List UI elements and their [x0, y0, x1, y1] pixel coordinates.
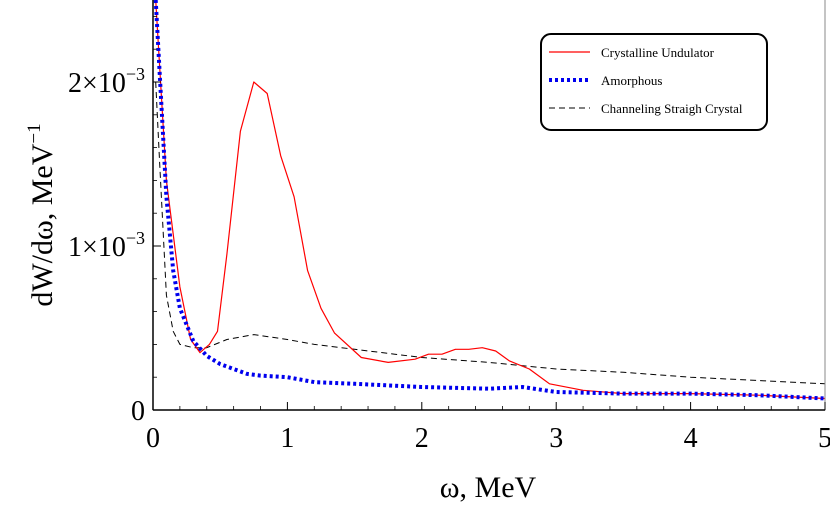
series-line-channeling-straigh-crystal	[155, 81, 825, 385]
legend-box	[540, 33, 768, 131]
y-tick-label: 1×10−3	[68, 228, 145, 263]
x-tick-label: 4	[684, 423, 698, 454]
x-axis-title: ω, MeV	[440, 471, 537, 504]
x-tick-label: 2	[415, 423, 429, 454]
legend-label: Crystalline Undulator	[601, 45, 715, 60]
axes-layer	[152, 0, 826, 411]
x-tick-label: 3	[549, 423, 563, 454]
legend: Crystalline Undulator Amorphous Channeling…	[540, 33, 768, 131]
y-axis-title-exponent: −1	[24, 123, 45, 143]
y-tick-label: 0	[131, 396, 145, 427]
legend-label: Channeling Straigh Crystal	[601, 101, 743, 116]
series-layer	[153, 0, 825, 401]
x-tick-label: 5	[818, 423, 830, 454]
tick-layer: 0 1 2 3 4 5 0 1×10−3 2×10−3	[68, 15, 830, 454]
y-tick-label: 2×10−3	[68, 64, 145, 99]
series-line-amorphous	[153, 0, 825, 401]
x-tick-label: 0	[146, 423, 160, 454]
y-axis-title-main: dW/dω, MeV	[26, 143, 59, 306]
x-tick-label: 1	[280, 423, 294, 454]
series-line-crystalline-undulator	[155, 0, 825, 400]
legend-label: Amorphous	[601, 73, 662, 88]
y-axis-title: dW/dω, MeV−1	[24, 123, 59, 306]
